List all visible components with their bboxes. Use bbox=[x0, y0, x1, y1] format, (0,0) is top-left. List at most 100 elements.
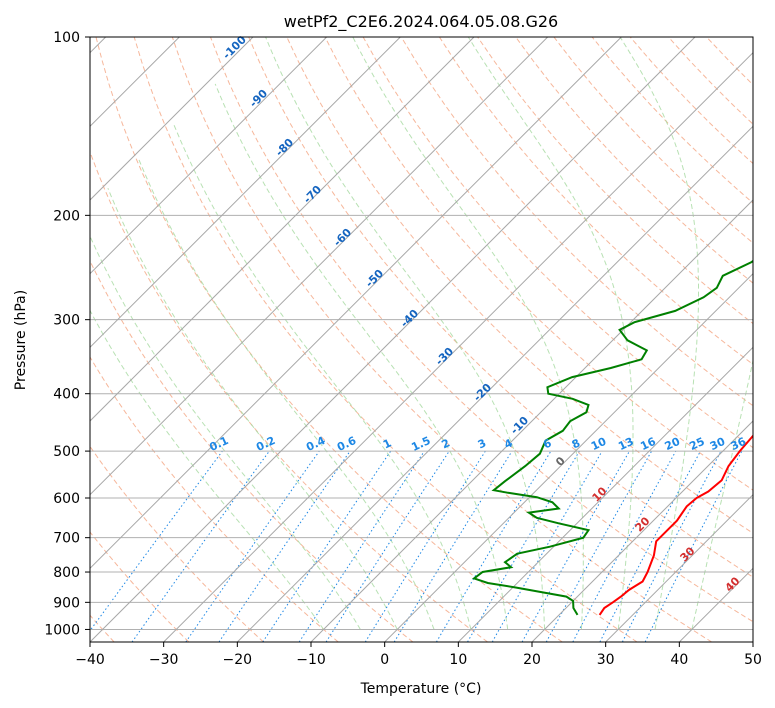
mixing-ratio-line bbox=[621, 450, 722, 642]
dry-adiabat-label: 10 bbox=[590, 484, 610, 504]
dry-adiabat-line bbox=[95, 37, 563, 642]
mixing-ratio-line bbox=[572, 450, 677, 642]
isotherm-line bbox=[457, 346, 753, 642]
mixing-ratio-line bbox=[90, 450, 223, 632]
y-tick-label: 700 bbox=[53, 531, 80, 547]
dry-adiabat-label: 40 bbox=[723, 574, 743, 594]
dry-adiabat-line bbox=[438, 37, 753, 366]
dry-adiabat-line bbox=[90, 445, 264, 642]
dry-adiabat-line bbox=[400, 37, 753, 407]
dry-adiabat-label: -80 bbox=[273, 136, 296, 159]
dry-adiabat-label: -70 bbox=[301, 183, 324, 206]
y-tick-label: 300 bbox=[53, 313, 80, 329]
isotherm-line bbox=[90, 37, 475, 422]
dry-adiabat-line bbox=[553, 37, 753, 244]
x-tick-label: 20 bbox=[523, 652, 541, 668]
y-tick-label: 800 bbox=[53, 565, 80, 581]
moist-adiabat-line bbox=[467, 37, 634, 630]
dry-adiabat-line bbox=[133, 37, 638, 642]
y-tick-label: 400 bbox=[53, 387, 80, 403]
x-tick-label: −10 bbox=[296, 652, 326, 668]
x-tick-label: −40 bbox=[75, 652, 105, 668]
moist-adiabat-line bbox=[107, 188, 398, 630]
mixing-ratio-line bbox=[298, 450, 425, 642]
mixing-ratio-line bbox=[325, 450, 450, 642]
y-tick-label: 600 bbox=[53, 491, 80, 507]
y-tick-label: 100 bbox=[53, 30, 80, 46]
mixing-ratio-label: 13 bbox=[616, 435, 635, 453]
chart-title: wetPf2_C2E6.2024.064.05.08.G26 bbox=[284, 12, 558, 32]
mixing-ratio-label: 1 bbox=[381, 436, 393, 451]
x-tick-label: −20 bbox=[223, 652, 253, 668]
dry-adiabat-label: -20 bbox=[471, 381, 494, 404]
y-tick-label: 1000 bbox=[44, 622, 80, 638]
dry-adiabat-label: -10 bbox=[508, 414, 531, 437]
mixing-ratio-label: 2 bbox=[440, 436, 452, 451]
dewpoint-line bbox=[471, 259, 753, 616]
mixing-ratio-label: 3 bbox=[476, 436, 488, 451]
dry-adiabat-line bbox=[171, 37, 712, 642]
x-tick-label: 10 bbox=[449, 652, 467, 668]
y-tick-label: 200 bbox=[53, 208, 80, 224]
isotherm-line bbox=[384, 272, 753, 642]
moist-adiabat-line bbox=[265, 37, 546, 630]
x-tick-label: 30 bbox=[597, 652, 615, 668]
moist-adiabat-line bbox=[90, 235, 361, 630]
mixing-ratio-label: 20 bbox=[663, 435, 683, 453]
moist-adiabat-line bbox=[172, 123, 472, 630]
dry-adiabat-label: -30 bbox=[433, 345, 456, 368]
dry-adiabat-line bbox=[90, 356, 339, 642]
moist-adiabat-line bbox=[619, 37, 699, 630]
mixing-ratio-line bbox=[393, 450, 513, 642]
mixing-ratio-line bbox=[521, 450, 630, 642]
dry-adiabat-label: -60 bbox=[331, 226, 354, 249]
x-axis-label: Temperature (°C) bbox=[360, 681, 482, 697]
isotherm-line bbox=[90, 37, 696, 642]
x-tick-label: −30 bbox=[149, 652, 179, 668]
mixing-ratio-label: 30 bbox=[708, 435, 728, 453]
mixing-ratio-label: 10 bbox=[589, 435, 609, 453]
x-tick-label: 40 bbox=[670, 652, 688, 668]
isotherm-line bbox=[605, 493, 753, 642]
dry-adiabat-label: -50 bbox=[363, 267, 386, 290]
dry-adiabat-line bbox=[90, 531, 190, 642]
mixing-ratio-line bbox=[262, 450, 392, 642]
x-tick-label: 50 bbox=[744, 652, 762, 668]
mixing-ratio-label: 36 bbox=[729, 435, 749, 453]
mixing-ratio-line bbox=[218, 450, 351, 642]
dry-adiabat-line bbox=[515, 37, 753, 284]
mixing-ratio-label: 6 bbox=[541, 436, 554, 451]
isotherm-line bbox=[531, 420, 753, 642]
x-tick-label: 0 bbox=[380, 652, 389, 668]
dry-adiabat-line bbox=[90, 150, 488, 642]
isotherm-line bbox=[90, 37, 328, 275]
y-axis-label: Pressure (hPa) bbox=[13, 290, 29, 390]
dry-adiabat-line bbox=[248, 37, 753, 578]
isotherm-line bbox=[310, 199, 753, 642]
dry-adiabat-line bbox=[706, 37, 753, 86]
dry-adiabat-label: -90 bbox=[247, 87, 270, 110]
dry-adiabat-line bbox=[90, 259, 414, 642]
isotherm-line bbox=[163, 51, 753, 642]
mixing-ratio-line bbox=[185, 450, 320, 642]
mixing-ratio-line bbox=[131, 450, 270, 642]
moist-adiabat-line bbox=[691, 358, 753, 630]
dry-adiabat-line bbox=[210, 37, 753, 623]
temperature-line bbox=[598, 434, 753, 616]
dry-adiabat-line bbox=[362, 37, 753, 449]
isotherm-line bbox=[236, 125, 753, 642]
mixing-ratio-line bbox=[545, 450, 653, 642]
isotherm-line bbox=[752, 641, 753, 642]
isotherm-line bbox=[90, 37, 622, 570]
mixing-ratio-label: 8 bbox=[570, 436, 582, 451]
dry-adiabat-label: 20 bbox=[633, 514, 653, 534]
moist-adiabat-line bbox=[90, 309, 324, 630]
y-tick-label: 900 bbox=[53, 595, 80, 611]
moist-adiabat-line bbox=[352, 37, 584, 630]
dry-adiabat-label: -40 bbox=[398, 307, 421, 330]
mixing-ratio-line bbox=[435, 450, 552, 642]
isotherm-line bbox=[90, 37, 254, 201]
y-tick-label: 500 bbox=[53, 444, 80, 460]
mixing-ratio-label: 16 bbox=[638, 435, 658, 453]
